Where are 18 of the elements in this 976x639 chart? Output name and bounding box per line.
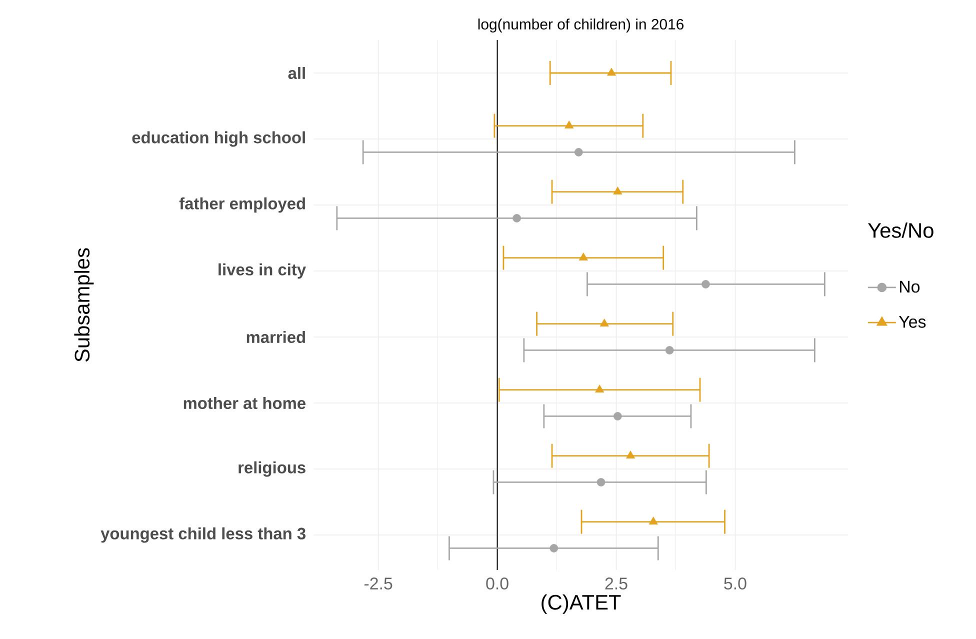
y-tick-label: lives in city (218, 263, 306, 279)
legend-label: No (900, 280, 920, 293)
y-tick-label: all (288, 66, 305, 80)
legend-label: Yes (898, 316, 926, 328)
x-tick-label: 0.0 (486, 578, 508, 590)
y-tick-label: mother at home (184, 396, 306, 410)
y-tick-label: religious (238, 461, 306, 477)
x-tick-label: 2.5 (605, 578, 628, 590)
chart-title: log(number of children) in 2016 (478, 18, 684, 32)
legend-title: Yes/No (868, 222, 934, 238)
x-tick-label: -2.5 (364, 578, 392, 590)
x-axis-title: (C)ATET (542, 594, 621, 614)
y-axis-title: Subsamples (74, 248, 94, 362)
y-tick-label: married (246, 330, 305, 344)
y-tick-label: youngest child less than 3 (100, 527, 306, 543)
y-tick-label: education high school (132, 131, 305, 147)
x-tick-label: 5.0 (724, 578, 746, 590)
y-tick-label: father employed (179, 197, 305, 213)
